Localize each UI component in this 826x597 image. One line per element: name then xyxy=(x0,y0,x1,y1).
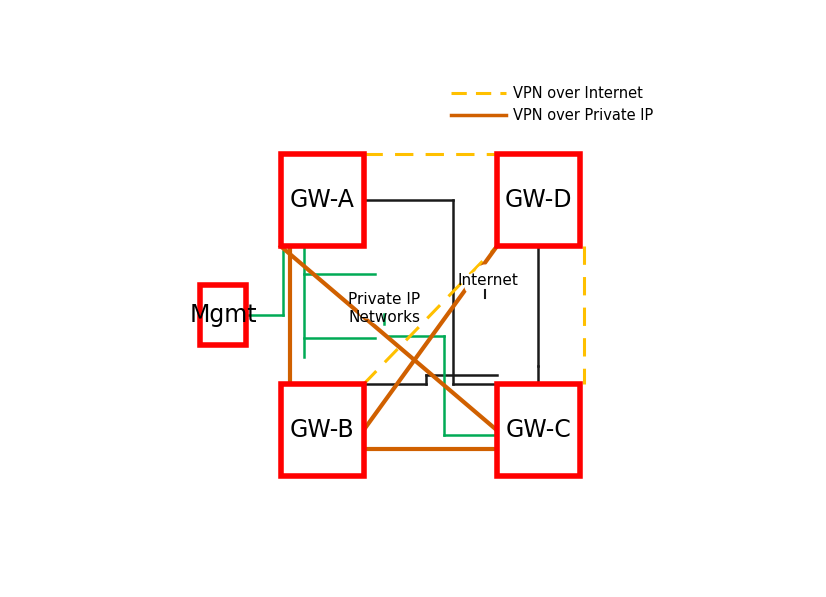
FancyBboxPatch shape xyxy=(281,155,363,247)
FancyBboxPatch shape xyxy=(281,384,363,476)
Text: GW-C: GW-C xyxy=(506,418,571,442)
Circle shape xyxy=(487,273,503,288)
FancyBboxPatch shape xyxy=(201,285,246,345)
Circle shape xyxy=(492,279,506,293)
Text: Mgmt: Mgmt xyxy=(189,303,257,327)
Circle shape xyxy=(363,293,382,312)
Circle shape xyxy=(373,301,395,323)
Circle shape xyxy=(368,303,388,324)
Circle shape xyxy=(477,279,494,297)
Text: VPN over Internet: VPN over Internet xyxy=(513,86,643,101)
Text: VPN over Private IP: VPN over Private IP xyxy=(513,108,653,123)
Circle shape xyxy=(476,265,495,284)
Text: Private IP
Networks: Private IP Networks xyxy=(349,292,420,325)
Text: GW-B: GW-B xyxy=(290,418,354,442)
Text: GW-D: GW-D xyxy=(505,188,572,213)
FancyBboxPatch shape xyxy=(497,384,580,476)
Circle shape xyxy=(392,301,410,318)
Circle shape xyxy=(380,303,401,324)
Text: GW-A: GW-A xyxy=(290,188,354,213)
Circle shape xyxy=(465,279,478,293)
Circle shape xyxy=(359,301,376,318)
Text: Internet: Internet xyxy=(458,273,518,288)
Circle shape xyxy=(468,273,483,288)
Circle shape xyxy=(472,281,489,297)
Circle shape xyxy=(387,293,406,312)
Circle shape xyxy=(482,281,498,297)
Circle shape xyxy=(373,284,396,307)
FancyBboxPatch shape xyxy=(497,155,580,247)
